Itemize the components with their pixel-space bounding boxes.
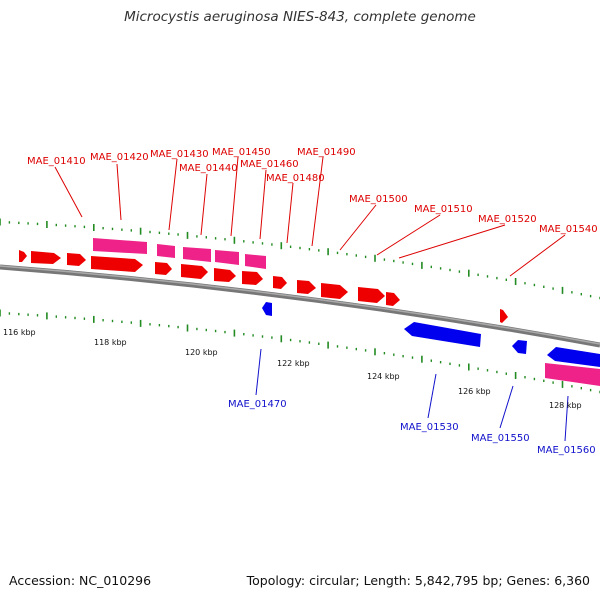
topology-label: Topology: circular; Length: 5,842,795 bp… [246, 573, 590, 588]
kbp-label: 118 kbp [94, 338, 127, 347]
gene-arrow[interactable] [512, 340, 527, 354]
kbp-label: 122 kbp [277, 359, 310, 368]
gene-arrow[interactable] [215, 250, 239, 265]
kbp-label: 116 kbp [3, 328, 36, 337]
reverse-genes [262, 302, 600, 367]
gene-arrow[interactable] [358, 287, 385, 303]
gene-arrow[interactable] [545, 363, 600, 386]
kbp-label: 124 kbp [367, 372, 400, 381]
gene-arrow[interactable] [321, 283, 348, 299]
gene-arrow[interactable] [155, 262, 172, 275]
gene-label[interactable]: MAE_01540 [539, 224, 598, 235]
kbp-label: 120 kbp [185, 348, 218, 357]
gene-arrow[interactable] [31, 251, 61, 264]
gene-arrow[interactable] [67, 253, 86, 266]
gene-arrow[interactable] [297, 280, 316, 294]
gene-arrow[interactable] [19, 250, 27, 262]
gene-arrow[interactable] [245, 254, 266, 269]
gene-label[interactable]: MAE_01560 [537, 445, 596, 456]
gene-label[interactable]: MAE_01430 [150, 149, 209, 160]
gene-label[interactable]: MAE_01440 [179, 163, 238, 174]
gene-arrow[interactable] [262, 302, 272, 316]
forward-genes [19, 238, 600, 386]
kbp-tick-labels: 116 kbp 118 kbp 120 kbp 122 kbp 124 kbp … [3, 328, 582, 410]
gene-label[interactable]: MAE_01470 [228, 399, 287, 410]
genome-backbone [0, 264, 600, 348]
gene-arrow[interactable] [214, 268, 236, 282]
gene-arrow[interactable] [547, 347, 600, 367]
accession-label: Accession: NC_010296 [9, 573, 152, 588]
gene-arrow[interactable] [183, 247, 211, 262]
kbp-label: 128 kbp [549, 401, 582, 410]
gene-arrow[interactable] [386, 292, 400, 306]
forward-gene-labels: MAE_01410 MAE_01420 MAE_01430 MAE_01440 … [27, 147, 598, 235]
forward-label-lines [54, 156, 566, 277]
gene-arrow[interactable] [500, 309, 508, 323]
gene-label[interactable]: MAE_01460 [240, 159, 299, 170]
reverse-gene-labels: MAE_01470 MAE_01530 MAE_01550 MAE_01560 [228, 399, 596, 456]
gene-label[interactable]: MAE_01490 [297, 147, 356, 158]
gene-arrow[interactable] [404, 322, 481, 347]
gene-label[interactable]: MAE_01500 [349, 194, 408, 205]
reverse-tick-track [0, 309, 600, 394]
gene-arrow[interactable] [93, 238, 147, 254]
reverse-label-lines [255, 348, 569, 442]
forward-tick-track [0, 218, 600, 300]
gene-label[interactable]: MAE_01530 [400, 422, 459, 433]
gene-label[interactable]: MAE_01450 [212, 147, 271, 158]
gene-label[interactable]: MAE_01420 [90, 152, 149, 163]
gene-label[interactable]: MAE_01520 [478, 214, 537, 225]
gene-label[interactable]: MAE_01410 [27, 156, 86, 167]
gene-arrow[interactable] [157, 244, 175, 258]
kbp-label: 126 kbp [458, 387, 491, 396]
gene-arrow[interactable] [181, 264, 208, 279]
gene-label[interactable]: MAE_01550 [471, 433, 530, 444]
gene-arrow[interactable] [242, 271, 263, 285]
gene-label[interactable]: MAE_01480 [266, 173, 325, 184]
map-title: Microcystis aeruginosa NIES-843, complet… [124, 9, 476, 25]
gene-arrow[interactable] [273, 276, 287, 289]
genome-backbone-highlight [0, 265, 600, 345]
gene-arrow[interactable] [91, 256, 143, 272]
gene-label[interactable]: MAE_01510 [414, 204, 473, 215]
